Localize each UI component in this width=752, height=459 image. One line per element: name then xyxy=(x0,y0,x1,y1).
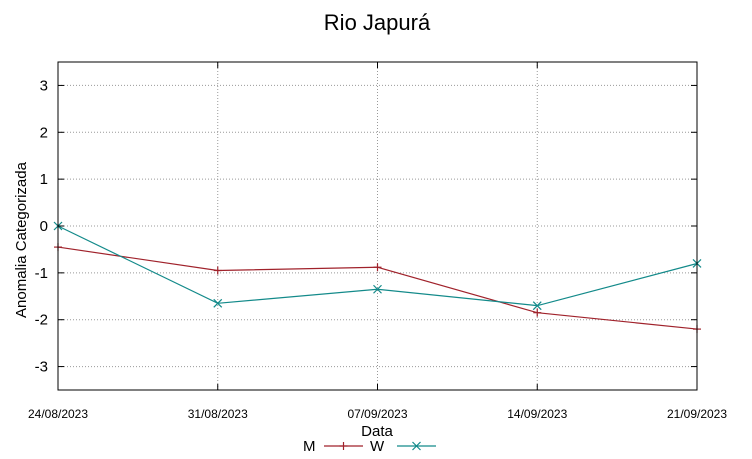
data-point-W xyxy=(532,301,542,311)
x-tick-label: 14/09/2023 xyxy=(507,407,567,421)
x-tick-label: 21/09/2023 xyxy=(667,407,727,421)
x-axis-label: Data xyxy=(361,423,393,440)
data-point-M xyxy=(373,263,382,272)
data-point-W xyxy=(373,284,382,294)
y-tick-label: -2 xyxy=(35,312,48,329)
legend-label: W xyxy=(370,438,385,455)
y-tick-label: 0 xyxy=(40,218,48,235)
y-tick-label: 3 xyxy=(40,77,48,94)
y-tick-label: 2 xyxy=(40,124,48,141)
series-layer xyxy=(53,221,702,334)
series-line-M xyxy=(57,246,698,330)
legend-label: M xyxy=(303,438,316,455)
y-axis-label: Anomalia Categorizada xyxy=(13,161,30,318)
y-tick-label: -3 xyxy=(35,359,48,376)
y-tick-label: 1 xyxy=(40,171,48,188)
x-tick-label: 31/08/2023 xyxy=(188,407,248,421)
x-axis-ticks: 24/08/2023 31/08/2023 07/09/2023 14/09/2023… xyxy=(28,62,727,421)
y-axis-ticks: -3 -2 -1 0 1 2 3 xyxy=(35,77,697,376)
data-point-W xyxy=(213,298,223,308)
y-tick-label: -1 xyxy=(35,265,48,282)
x-tick-label: 07/09/2023 xyxy=(347,407,407,421)
x-tick-label: 24/08/2023 xyxy=(28,407,88,421)
data-point-M xyxy=(533,308,542,317)
legend-marker xyxy=(339,442,348,450)
grid-lines xyxy=(58,62,697,390)
chart-title: Rio Japurá xyxy=(324,10,431,35)
data-point-M xyxy=(213,266,222,275)
legend-marker xyxy=(412,441,421,451)
